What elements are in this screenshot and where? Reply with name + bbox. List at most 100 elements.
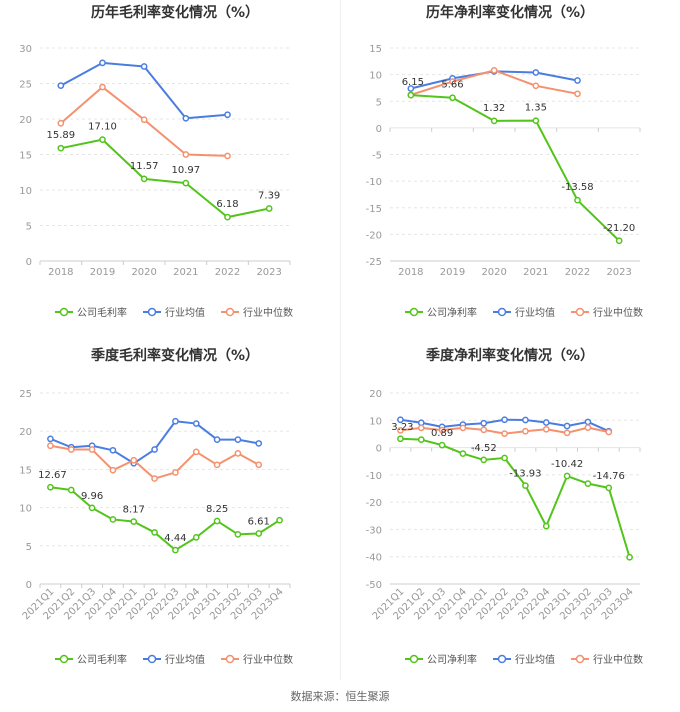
legend-item[interactable]: 行业中位数 <box>221 653 293 666</box>
y-tick-label: 5 <box>26 542 32 553</box>
x-tick-label: 2022 <box>565 267 590 278</box>
data-point <box>615 237 623 245</box>
data-point <box>501 416 508 424</box>
x-tick-label: 2020 <box>131 267 156 278</box>
legend-swatch-marker <box>147 307 157 317</box>
data-point <box>438 441 446 449</box>
data-point <box>407 91 415 99</box>
chart-panel-4: 季度净利率变化情况（%）-50-40-30-20-10010202021Q120… <box>366 347 643 666</box>
data-point <box>584 424 592 432</box>
y-tick-label: 10 <box>369 71 382 82</box>
chart-title: 历年净利率变化情况（%） <box>426 4 594 21</box>
y-tick-label: 25 <box>19 80 32 91</box>
legend-swatch-marker <box>497 307 507 317</box>
x-tick-label: 2019 <box>440 267 465 278</box>
y-tick-label: -10 <box>366 471 382 482</box>
legend-item[interactable]: 行业均值 <box>493 653 555 666</box>
data-point <box>67 486 75 494</box>
data-label: 1.32 <box>483 103 505 114</box>
y-tick-label: 20 <box>19 427 32 438</box>
data-point <box>449 78 456 85</box>
data-point <box>224 152 231 160</box>
series-line <box>410 94 620 242</box>
data-point <box>213 461 221 469</box>
data-label: 17.10 <box>88 122 117 133</box>
data-point <box>234 530 242 538</box>
legend-swatch-marker <box>409 654 419 664</box>
y-tick-label: 10 <box>19 504 32 515</box>
chart-panel-3: 季度毛利率变化情况（%）05101520252021Q12021Q22021Q3… <box>19 347 293 666</box>
data-point <box>407 85 415 92</box>
data-point <box>182 179 190 187</box>
data-label: 6.18 <box>216 199 238 210</box>
data-point <box>67 446 75 453</box>
legend-label: 公司毛利率 <box>77 306 127 319</box>
data-point <box>182 114 190 122</box>
data-point <box>397 435 404 443</box>
data-point <box>397 416 404 424</box>
x-tick-label: 2018 <box>48 267 73 278</box>
legend-item[interactable]: 公司净利率 <box>405 306 477 319</box>
legend-label: 行业中位数 <box>593 653 643 666</box>
y-tick-label: 20 <box>369 389 382 400</box>
data-point <box>109 516 117 523</box>
data-point <box>532 69 540 76</box>
data-point <box>490 67 498 74</box>
legend-item[interactable]: 行业中位数 <box>571 653 643 666</box>
data-point <box>88 446 96 453</box>
data-label: 6.61 <box>248 516 270 527</box>
legend-label: 公司净利率 <box>427 653 477 666</box>
y-tick-label: 10 <box>369 416 382 427</box>
chart-panel-1: 历年毛利率变化情况（%） 0 5 10 15 20 25 30 2018 2019 2020 2021… <box>19 4 293 319</box>
data-point <box>140 116 148 124</box>
y-tick-label: 15 <box>369 44 382 55</box>
legend-item[interactable]: 行业均值 <box>143 306 205 319</box>
data-point <box>151 529 158 536</box>
data-point <box>234 450 242 457</box>
data-point <box>172 417 179 425</box>
y-tick-label: -15 <box>366 204 382 215</box>
data-point <box>417 424 425 432</box>
data-label: 0.89 <box>431 428 453 439</box>
data-point <box>47 435 54 443</box>
data-point <box>57 144 65 152</box>
series-line <box>50 486 281 552</box>
data-point <box>584 480 592 487</box>
data-point <box>459 424 467 432</box>
data-point <box>532 117 540 125</box>
data-point <box>397 427 404 434</box>
y-tick-label: 10 <box>19 186 32 197</box>
chart-title: 季度毛利率变化情况（%） <box>90 347 259 364</box>
legend-swatch-marker <box>225 654 235 664</box>
legend-item[interactable]: 公司毛利率 <box>55 306 127 319</box>
x-tick-label: 2019 <box>90 267 115 278</box>
data-point <box>109 466 117 474</box>
y-tick-label: 15 <box>19 465 32 476</box>
legend-item[interactable]: 行业均值 <box>143 653 205 666</box>
data-point <box>438 426 446 434</box>
data-point <box>224 111 231 119</box>
legend-label: 行业均值 <box>515 306 555 319</box>
legend-item[interactable]: 行业中位数 <box>221 306 293 319</box>
x-tick-label: 2023 <box>256 267 281 278</box>
legend-label: 行业中位数 <box>243 306 293 319</box>
data-label: 1.35 <box>525 103 547 114</box>
data-point <box>265 205 273 212</box>
legend-item[interactable]: 行业中位数 <box>571 306 643 319</box>
data-point <box>574 90 581 98</box>
data-point <box>584 418 592 426</box>
y-tick-label: -50 <box>366 580 382 591</box>
data-label: 12.67 <box>38 470 67 481</box>
data-point <box>563 472 571 480</box>
y-tick-label: 25 <box>19 389 32 400</box>
data-point <box>234 436 242 443</box>
legend-label: 行业均值 <box>165 653 205 666</box>
legend-item[interactable]: 公司毛利率 <box>55 653 127 666</box>
data-point <box>542 419 550 426</box>
series-line <box>60 61 228 120</box>
legend-label: 行业中位数 <box>593 306 643 319</box>
legend-item[interactable]: 行业均值 <box>493 306 555 319</box>
legend-item[interactable]: 公司净利率 <box>405 653 477 666</box>
data-point <box>449 94 456 102</box>
